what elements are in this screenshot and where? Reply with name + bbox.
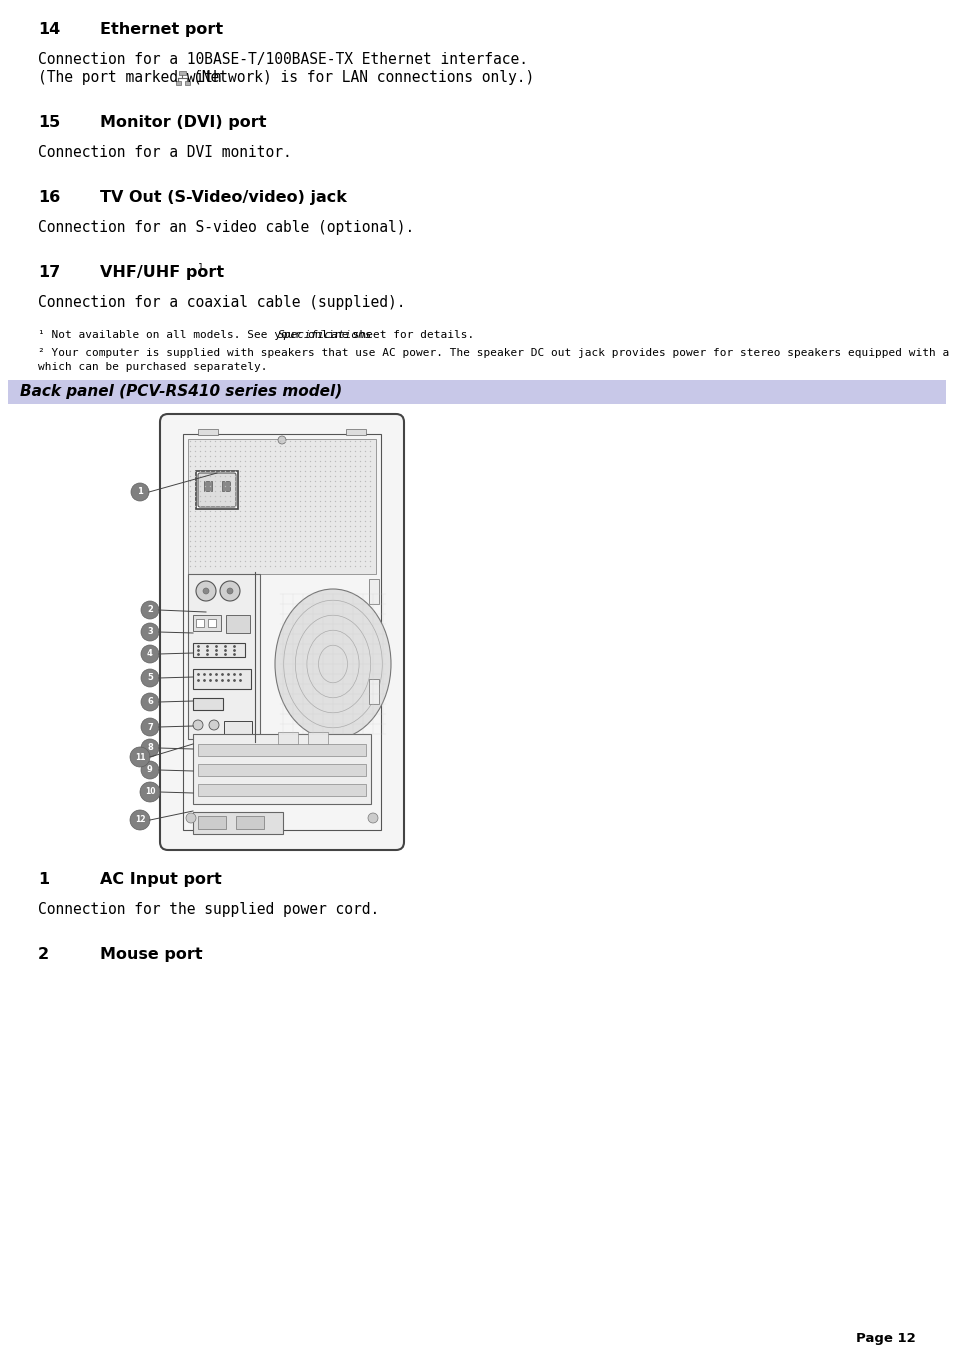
Text: Connection for the supplied power cord.: Connection for the supplied power cord. bbox=[38, 902, 379, 917]
Text: 2: 2 bbox=[147, 605, 152, 615]
Bar bbox=[204, 481, 212, 490]
Circle shape bbox=[141, 644, 159, 663]
Bar bbox=[198, 744, 366, 757]
Circle shape bbox=[141, 669, 159, 688]
Bar bbox=[193, 669, 251, 689]
Text: TV Out (S-Video/video) jack: TV Out (S-Video/video) jack bbox=[100, 190, 347, 205]
Bar bbox=[235, 816, 264, 830]
Text: 1: 1 bbox=[137, 488, 143, 497]
Bar bbox=[308, 732, 328, 744]
Text: Ethernet port: Ethernet port bbox=[100, 22, 223, 36]
Circle shape bbox=[193, 720, 203, 730]
Bar bbox=[175, 81, 181, 85]
Text: 17: 17 bbox=[38, 265, 60, 280]
Text: Connection for a DVI monitor.: Connection for a DVI monitor. bbox=[38, 145, 292, 159]
Circle shape bbox=[130, 811, 150, 830]
Text: which can be purchased separately.: which can be purchased separately. bbox=[38, 362, 267, 372]
Circle shape bbox=[141, 761, 159, 780]
Text: 1: 1 bbox=[198, 263, 204, 272]
Text: ¹ Not available on all models. See your online: ¹ Not available on all models. See your … bbox=[38, 330, 355, 340]
Circle shape bbox=[140, 782, 160, 802]
FancyBboxPatch shape bbox=[160, 413, 403, 850]
Bar bbox=[226, 615, 250, 634]
Circle shape bbox=[141, 717, 159, 736]
Text: 7: 7 bbox=[147, 723, 152, 731]
Circle shape bbox=[368, 813, 377, 823]
Bar bbox=[369, 680, 378, 704]
Circle shape bbox=[141, 601, 159, 619]
Bar bbox=[277, 732, 297, 744]
Bar bbox=[193, 643, 245, 657]
Bar bbox=[369, 580, 378, 604]
Text: Connection for a coaxial cable (supplied).: Connection for a coaxial cable (supplied… bbox=[38, 295, 405, 309]
Circle shape bbox=[220, 581, 240, 601]
Text: 1: 1 bbox=[38, 871, 49, 888]
Text: VHF/UHF port: VHF/UHF port bbox=[100, 265, 224, 280]
Text: 8: 8 bbox=[147, 743, 152, 753]
FancyBboxPatch shape bbox=[198, 473, 235, 507]
Bar bbox=[193, 734, 371, 804]
Bar bbox=[193, 615, 221, 631]
Text: 15: 15 bbox=[38, 115, 60, 130]
Text: 10: 10 bbox=[145, 788, 155, 797]
Text: Mouse port: Mouse port bbox=[100, 947, 202, 962]
Text: sheet for details.: sheet for details. bbox=[346, 330, 474, 340]
Circle shape bbox=[130, 747, 150, 767]
Text: 5: 5 bbox=[147, 674, 152, 682]
Circle shape bbox=[186, 813, 195, 823]
Circle shape bbox=[277, 436, 286, 444]
Text: 16: 16 bbox=[38, 190, 60, 205]
Bar bbox=[183, 434, 380, 830]
Bar bbox=[188, 439, 375, 574]
Text: 3: 3 bbox=[147, 627, 152, 636]
Text: Monitor (DVI) port: Monitor (DVI) port bbox=[100, 115, 266, 130]
Bar bbox=[222, 481, 230, 490]
Bar bbox=[193, 812, 283, 834]
Text: 11: 11 bbox=[134, 753, 145, 762]
Bar bbox=[179, 72, 186, 76]
Circle shape bbox=[141, 739, 159, 757]
Text: 9: 9 bbox=[147, 766, 152, 774]
Bar bbox=[185, 81, 190, 85]
Bar bbox=[198, 765, 366, 775]
Text: Specifications: Specifications bbox=[277, 330, 372, 340]
Circle shape bbox=[141, 623, 159, 640]
Text: Back panel (PCV-RS410 series model): Back panel (PCV-RS410 series model) bbox=[20, 384, 342, 399]
Circle shape bbox=[131, 484, 149, 501]
Text: 6: 6 bbox=[147, 697, 152, 707]
Text: (Network) is for LAN connections only.): (Network) is for LAN connections only.) bbox=[193, 70, 534, 85]
Bar bbox=[198, 816, 226, 830]
Text: 12: 12 bbox=[134, 816, 145, 824]
Bar bbox=[198, 430, 218, 435]
Text: ² Your computer is supplied with speakers that use AC power. The speaker DC out : ² Your computer is supplied with speaker… bbox=[38, 349, 953, 358]
Circle shape bbox=[227, 588, 233, 594]
Bar bbox=[208, 619, 215, 627]
Bar bbox=[346, 430, 366, 435]
Ellipse shape bbox=[274, 589, 391, 739]
Bar bbox=[198, 784, 366, 796]
Text: AC Input port: AC Input port bbox=[100, 871, 221, 888]
Text: 14: 14 bbox=[38, 22, 60, 36]
Circle shape bbox=[203, 588, 209, 594]
Text: 2: 2 bbox=[38, 947, 49, 962]
Circle shape bbox=[195, 581, 215, 601]
Circle shape bbox=[141, 693, 159, 711]
Circle shape bbox=[209, 720, 219, 730]
Bar bbox=[195, 471, 237, 509]
Text: 4: 4 bbox=[147, 650, 152, 658]
Bar bbox=[193, 698, 223, 711]
Text: Page 12: Page 12 bbox=[856, 1332, 915, 1346]
Text: Connection for an S-video cable (optional).: Connection for an S-video cable (optiona… bbox=[38, 220, 414, 235]
Bar bbox=[195, 619, 204, 627]
Text: Connection for a 10BASE-T/100BASE-TX Ethernet interface.: Connection for a 10BASE-T/100BASE-TX Eth… bbox=[38, 51, 527, 68]
Text: (The port marked with: (The port marked with bbox=[38, 70, 231, 85]
Bar bbox=[8, 380, 945, 404]
Bar bbox=[224, 721, 252, 735]
Bar bbox=[188, 574, 260, 739]
